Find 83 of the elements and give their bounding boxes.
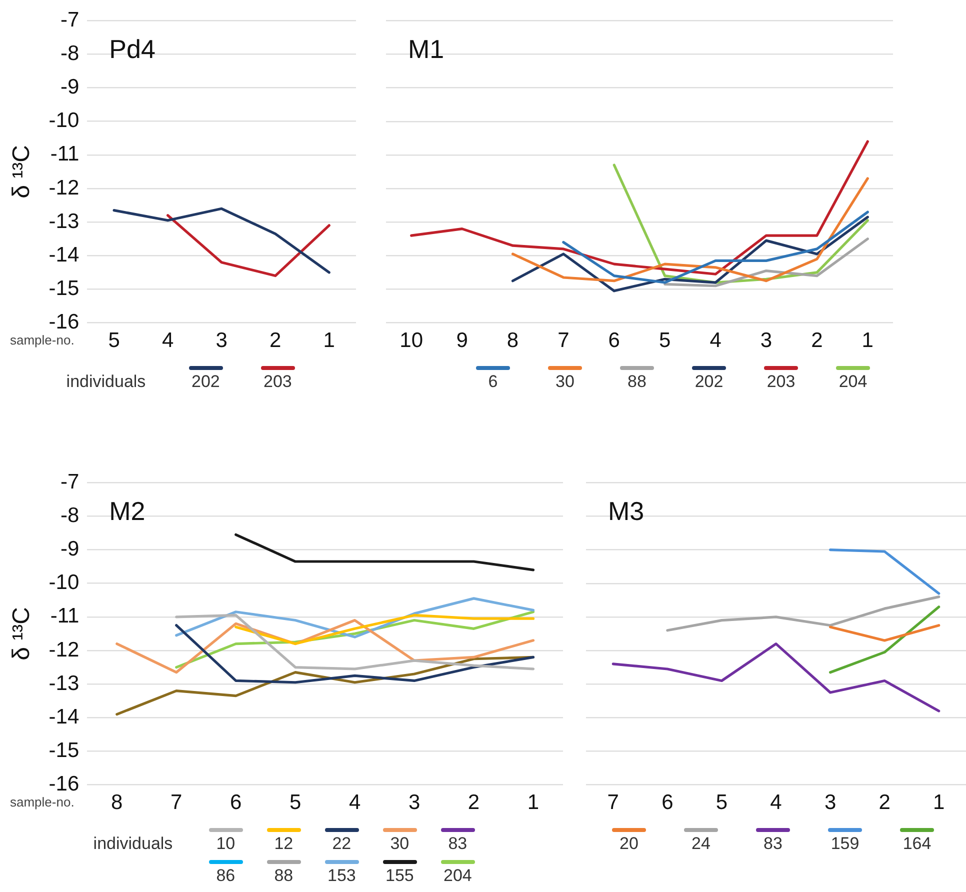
x-tick-label: 5 [289,791,302,814]
y-axis-title: δ ¹³C [8,145,36,198]
legend-label: 203 [766,372,796,392]
x-tick-label: 2 [811,329,823,352]
y-axis-title: δ ¹³C [8,607,36,660]
legend-label: 202 [192,372,220,392]
legend-label: 24 [692,834,710,854]
x-tick-label: 9 [456,329,468,352]
legend-label: 203 [264,372,292,392]
y-tick-label: -15 [48,277,80,300]
text: M2 [109,496,146,526]
y-tick-label: -11 [50,604,80,628]
x-tick-label: 5 [108,329,120,352]
legend-label: 204 [444,866,472,886]
legend-label: 153 [328,866,356,886]
y-tick-label: -12 [48,176,80,200]
y-tick-label: -8 [60,42,80,65]
x-tick-label: 1 [933,791,945,814]
legend-label: 202 [694,372,724,392]
y-tick-label: -9 [60,538,80,561]
x-tick-label: 4 [770,791,782,814]
legend-label: 155 [386,866,414,886]
x-tick-label: 6 [608,329,620,352]
x-tick-label: 3 [408,791,420,814]
x-tick-label: 1 [323,329,335,352]
legend-label: 22 [332,834,352,854]
legend-label: 30 [556,372,574,392]
x-tick-label: 5 [716,791,728,814]
legend-label: 10 [216,834,236,854]
x-tick-label: 6 [662,791,674,814]
legend-label: 204 [838,372,868,392]
legend-label: 164 [902,834,932,854]
x-tick-label: 6 [230,791,242,814]
x-tick-label: 4 [710,329,722,352]
legend-label: 88 [274,866,294,886]
x-tick-label: 2 [878,791,890,814]
legend-label: 88 [628,372,646,392]
x-axis-title: sample-no. [10,794,74,810]
y-tick-label: -10 [48,571,80,594]
x-tick-label: 7 [558,329,570,352]
y-tick-label: -9 [60,76,80,99]
x-tick-label: 8 [506,329,519,352]
y-tick-label: -14 [48,705,80,728]
x-tick-label: 4 [162,329,174,352]
x-tick-label: 10 [400,329,424,352]
y-tick-label: -15 [48,739,80,762]
legend-label: 83 [448,834,468,854]
y-tick-label: -16 [48,310,80,334]
x-tick-label: 5 [659,329,671,352]
x-axis-title: sample-no. [10,332,74,348]
y-tick-label: -8 [60,504,80,527]
x-tick-label: 3 [824,791,836,814]
x-tick-label: 3 [216,329,228,352]
legend-label: 83 [764,834,782,854]
y-tick-label: -10 [48,109,80,132]
x-tick-label: 1 [862,329,874,352]
y-tick-label: -14 [48,243,80,266]
y-tick-label: -13 [48,210,80,233]
x-tick-label: 7 [607,791,619,814]
y-tick-label: -13 [48,672,80,695]
legend-label: 159 [830,834,860,854]
legend-label: 30 [390,834,410,854]
text: M1 [408,34,444,64]
legend-label: 86 [216,866,236,886]
legend-label: 12 [274,834,294,854]
legend-title: individuals [93,834,173,854]
x-tick-label: 2 [270,329,282,352]
x-tick-label: 4 [348,791,361,814]
y-tick-label: -12 [48,638,80,662]
x-tick-label: 2 [468,791,480,814]
y-tick-label: -16 [48,772,80,796]
legend-label: 6 [488,372,498,392]
x-tick-label: 3 [760,329,772,352]
legend-title: individuals [66,372,146,392]
y-tick-label: -7 [60,470,80,494]
y-tick-label: -11 [50,142,80,166]
y-tick-label: -7 [60,8,80,32]
x-tick-label: 8 [111,791,123,814]
legend-label: 20 [620,834,638,854]
text: Pd4 [109,34,156,64]
x-tick-label: 1 [527,791,540,814]
x-tick-label: 7 [170,791,182,814]
text: M3 [608,496,644,526]
